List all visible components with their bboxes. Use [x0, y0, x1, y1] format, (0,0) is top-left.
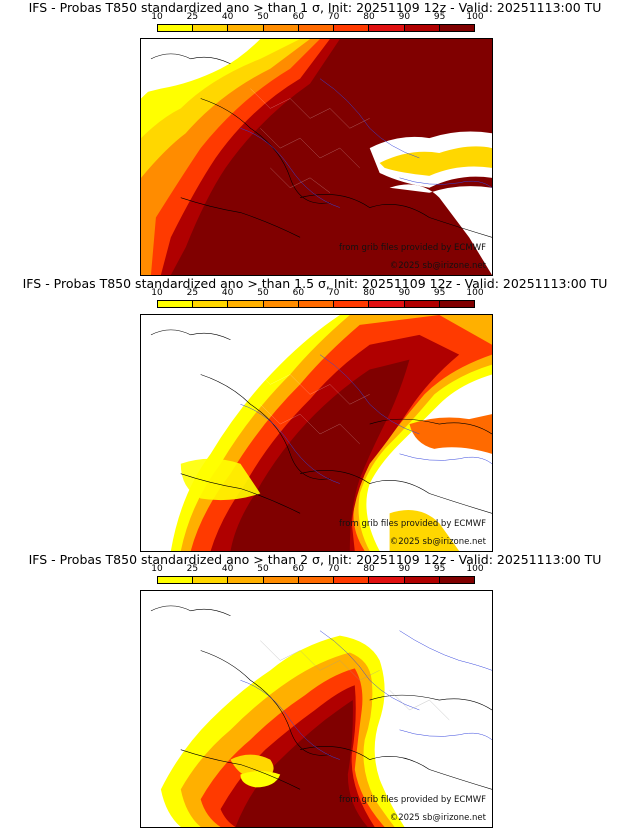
probability-map: from grib files provided by ECMWF ©2025 … — [140, 314, 493, 552]
colorbar-tick-label: 90 — [398, 288, 411, 298]
colorbar-tick-label: 40 — [221, 288, 234, 298]
map-panel-3: IFS - Probas T850 standardized ano > tha… — [0, 552, 630, 828]
colorbar-tick-label: 60 — [292, 288, 305, 298]
data-source-credit: from grib files provided by ECMWF — [339, 795, 486, 805]
probability-map: from grib files provided by ECMWF ©2025 … — [140, 38, 493, 276]
colorbar-segment — [369, 25, 405, 31]
colorbar-segment — [158, 25, 194, 31]
probability-map: from grib files provided by ECMWF ©2025 … — [140, 590, 493, 828]
colorbar — [157, 300, 475, 308]
colorbar-segment — [404, 301, 440, 307]
colorbar-tick-label: 60 — [292, 564, 305, 574]
colorbar-tick-label: 70 — [327, 12, 340, 22]
colorbar-segment — [334, 577, 370, 583]
copyright-credit: ©2025 sb@irizone.net — [389, 537, 486, 547]
colorbar-tick-label: 80 — [363, 564, 375, 574]
data-source-credit: from grib files provided by ECMWF — [339, 519, 486, 529]
data-source-credit: from grib files provided by ECMWF — [339, 243, 486, 253]
colorbar-segment — [298, 301, 335, 307]
colorbar-ticks: 10 25 40 50 60 70 80 90 95 100 — [151, 564, 483, 575]
colorbar-segment — [228, 25, 264, 31]
map-panel-2: IFS - Probas T850 standardized ano > tha… — [0, 276, 630, 552]
colorbar-tick-label: 50 — [257, 12, 269, 22]
colorbar-segment — [158, 301, 194, 307]
colorbar-segment — [298, 577, 335, 583]
colorbar-segment — [263, 301, 299, 307]
colorbar-segment — [369, 301, 405, 307]
colorbar-segment — [334, 301, 370, 307]
colorbar-segment — [193, 301, 229, 307]
colorbar-tick-label: 25 — [186, 564, 199, 574]
colorbar-tick-label: 90 — [398, 12, 411, 22]
colorbar — [157, 24, 475, 32]
panel-title: IFS - Probas T850 standardized ano > tha… — [28, 552, 602, 567]
colorbar-segment — [369, 577, 405, 583]
colorbar-segment — [228, 577, 264, 583]
colorbar-tick-label: 40 — [221, 12, 234, 22]
colorbar-tick-label: 50 — [257, 288, 269, 298]
colorbar-segment — [263, 577, 299, 583]
colorbar-ticks: 10 25 40 50 60 70 80 90 95 100 — [151, 288, 483, 299]
colorbar-tick-label: 100 — [466, 288, 484, 298]
colorbar-tick-label: 95 — [433, 564, 446, 574]
colorbar-tick-label: 40 — [221, 564, 234, 574]
panel-title: IFS - Probas T850 standardized ano > tha… — [22, 276, 608, 291]
colorbar-segment — [439, 301, 474, 307]
colorbar — [157, 576, 475, 584]
colorbar-segment — [439, 577, 474, 583]
copyright-credit: ©2025 sb@irizone.net — [389, 261, 486, 271]
colorbar-segment — [263, 25, 299, 31]
colorbar-tick-label: 60 — [292, 12, 305, 22]
colorbar-tick-label: 95 — [433, 12, 446, 22]
colorbar-segment — [228, 301, 264, 307]
colorbar-segment — [334, 25, 370, 31]
colorbar-tick-label: 100 — [466, 564, 484, 574]
colorbar-segment — [298, 25, 335, 31]
colorbar-tick-label: 50 — [257, 564, 269, 574]
colorbar-tick-label: 80 — [363, 288, 375, 298]
colorbar-tick-label: 90 — [398, 564, 411, 574]
colorbar-segment — [193, 577, 229, 583]
colorbar-tick-label: 10 — [151, 12, 163, 22]
colorbar-tick-label: 70 — [327, 564, 340, 574]
colorbar-tick-label: 10 — [151, 288, 163, 298]
colorbar-tick-label: 95 — [433, 288, 446, 298]
map-panel-1: IFS - Probas T850 standardized ano > tha… — [0, 0, 630, 276]
colorbar-segment — [404, 25, 440, 31]
panel-title: IFS - Probas T850 standardized ano > tha… — [28, 0, 602, 15]
colorbar-segment — [404, 577, 440, 583]
colorbar-segment — [158, 577, 194, 583]
colorbar-tick-label: 10 — [151, 564, 163, 574]
colorbar-tick-label: 80 — [363, 12, 375, 22]
colorbar-tick-label: 100 — [466, 12, 484, 22]
colorbar-tick-label: 70 — [327, 288, 340, 298]
colorbar-tick-label: 25 — [186, 12, 199, 22]
copyright-credit: ©2025 sb@irizone.net — [389, 813, 486, 823]
colorbar-segment — [439, 25, 474, 31]
colorbar-tick-label: 25 — [186, 288, 199, 298]
colorbar-segment — [193, 25, 229, 31]
colorbar-ticks: 10 25 40 50 60 70 80 90 95 100 — [151, 12, 483, 23]
